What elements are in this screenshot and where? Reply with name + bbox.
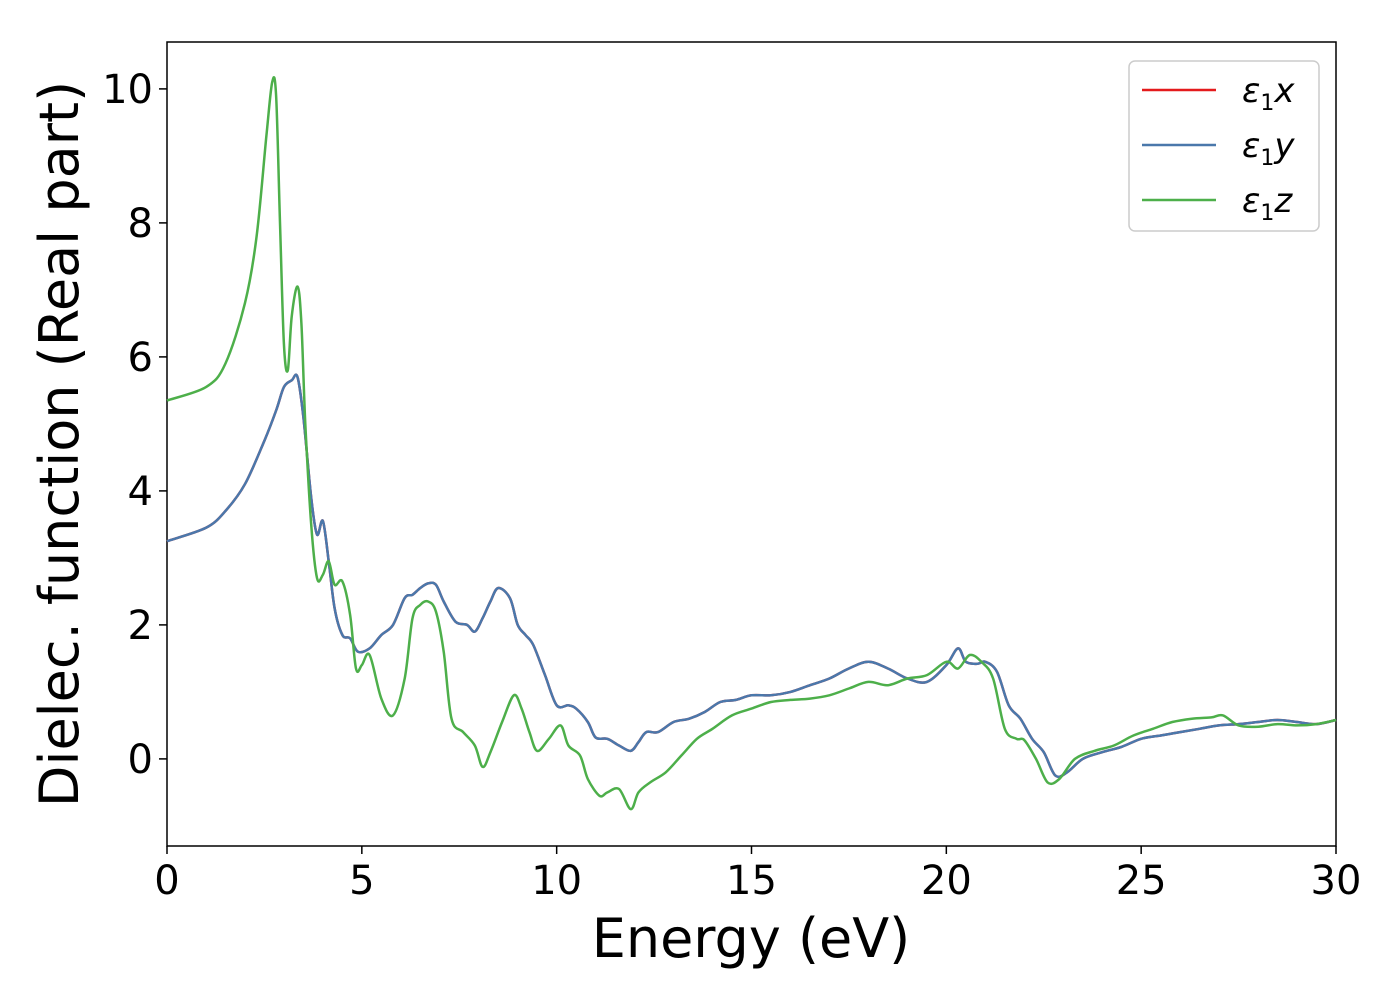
legend-label-eps1z: ε1z [1242,181,1293,226]
series-line-eps1z [166,76,1337,811]
x-tick-label: 5 [349,858,374,904]
y-tick-label: 0 [128,737,153,783]
series-lines [166,76,1337,811]
x-tick-label: 30 [1311,858,1362,904]
y-tick-label: 8 [128,201,153,247]
x-tick-label: 0 [154,858,179,904]
y-tick-label: 10 [102,67,153,113]
legend-label-eps1y: ε1y [1242,126,1295,171]
legend: ε1x ε1y ε1z [1128,60,1320,232]
y-tick-label: 6 [128,335,153,381]
x-axis-label: Energy (eV) [592,907,911,970]
y-tick-label: 4 [128,469,153,515]
x-tick-label: 10 [531,858,582,904]
legend-box [1128,60,1320,232]
x-axis-ticks: 0 5 10 15 20 25 30 [154,846,1361,904]
series-line-eps1x [166,373,1337,779]
series-line-eps1y [166,373,1337,779]
x-tick-label: 25 [1116,858,1167,904]
y-tick-label: 2 [128,603,153,649]
y-axis-ticks: 0 2 4 6 8 10 [102,67,167,783]
y-axis-label: Dielec. function (Real part) [28,81,91,807]
x-tick-label: 20 [921,858,972,904]
legend-label-eps1x: ε1x [1242,71,1295,116]
x-tick-label: 15 [726,858,777,904]
